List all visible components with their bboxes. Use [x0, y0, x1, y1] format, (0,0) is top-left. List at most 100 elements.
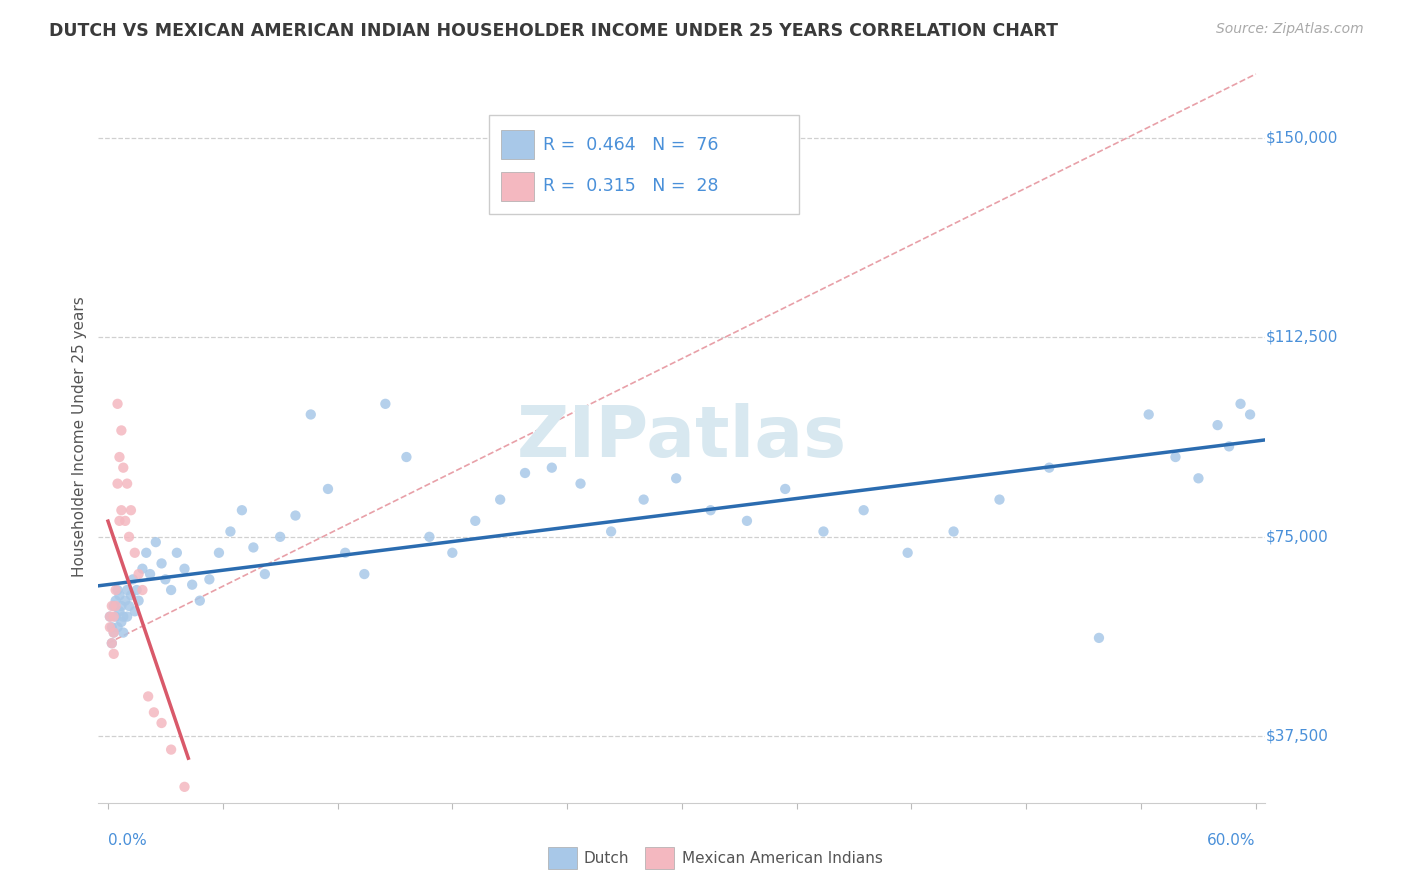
Point [1229, 397, 1251, 411]
Point [374, 397, 396, 411]
Point [120, 588, 142, 602]
Point [813, 524, 835, 539]
Point [142, 706, 165, 720]
Point [107, 620, 129, 634]
Point [181, 577, 204, 591]
Point [131, 582, 153, 597]
Text: 60.0%: 60.0% [1208, 833, 1256, 848]
Text: R =  0.315   N =  28: R = 0.315 N = 28 [543, 178, 718, 195]
Text: $37,500: $37,500 [1265, 729, 1329, 744]
Point [103, 609, 125, 624]
Point [131, 562, 153, 576]
Y-axis label: Householder Income Under 25 years: Householder Income Under 25 years [72, 297, 87, 577]
Point [665, 471, 688, 485]
Text: R =  0.464   N =  76: R = 0.464 N = 76 [543, 136, 718, 153]
Point [600, 524, 623, 539]
Point [852, 503, 875, 517]
Point [335, 546, 357, 560]
Point [125, 582, 148, 597]
Point [242, 541, 264, 555]
Point [118, 530, 141, 544]
Point [135, 546, 157, 560]
Point [120, 503, 142, 517]
Point [208, 546, 231, 560]
Point [145, 535, 167, 549]
Text: $75,000: $75,000 [1265, 529, 1329, 544]
Point [107, 476, 129, 491]
Point [353, 567, 375, 582]
Text: $150,000: $150,000 [1265, 130, 1337, 145]
Bar [644, 847, 673, 870]
Point [110, 424, 132, 438]
Point [464, 514, 486, 528]
Point [101, 620, 124, 634]
Point [103, 647, 125, 661]
Text: $112,500: $112,500 [1265, 330, 1337, 345]
Point [108, 450, 131, 464]
Point [108, 604, 131, 618]
Point [112, 625, 135, 640]
Point [284, 508, 307, 523]
Point [316, 482, 339, 496]
Bar [501, 171, 534, 201]
Point [219, 524, 242, 539]
Point [98, 620, 121, 634]
Point [103, 625, 125, 640]
Point [299, 408, 322, 422]
Point [128, 567, 150, 582]
Point [98, 609, 121, 624]
Point [173, 562, 195, 576]
Text: ZIPatlas: ZIPatlas [517, 402, 846, 472]
Point [107, 397, 129, 411]
Point [1164, 450, 1187, 464]
Point [160, 582, 183, 597]
Point [1218, 439, 1240, 453]
Point [115, 476, 138, 491]
Point [150, 716, 173, 731]
Point [98, 609, 121, 624]
Point [114, 593, 136, 607]
Point [418, 530, 440, 544]
Point [115, 582, 138, 597]
Point [1088, 631, 1111, 645]
Point [104, 582, 127, 597]
Point [128, 593, 150, 607]
Point [124, 546, 146, 560]
Point [114, 514, 136, 528]
Point [104, 609, 127, 624]
Point [104, 593, 127, 607]
Point [198, 573, 221, 587]
Point [1038, 460, 1060, 475]
Point [1239, 408, 1261, 422]
Point [395, 450, 418, 464]
Point [735, 514, 758, 528]
Point [160, 742, 183, 756]
Bar [501, 130, 534, 159]
Point [112, 609, 135, 624]
Point [253, 567, 276, 582]
Text: Dutch: Dutch [583, 851, 630, 866]
Point [489, 492, 512, 507]
Point [107, 582, 129, 597]
Point [166, 546, 188, 560]
Point [103, 599, 125, 613]
Point [188, 593, 211, 607]
Point [104, 599, 127, 613]
Point [231, 503, 253, 517]
Point [139, 567, 162, 582]
Point [269, 530, 291, 544]
Point [101, 636, 124, 650]
Text: DUTCH VS MEXICAN AMERICAN INDIAN HOUSEHOLDER INCOME UNDER 25 YEARS CORRELATION C: DUTCH VS MEXICAN AMERICAN INDIAN HOUSEHO… [49, 22, 1059, 40]
Point [112, 460, 135, 475]
Point [155, 573, 177, 587]
Point [173, 780, 195, 794]
Point [118, 599, 141, 613]
Point [101, 636, 124, 650]
Point [441, 546, 464, 560]
Point [540, 460, 562, 475]
Point [569, 476, 592, 491]
Bar [548, 847, 576, 870]
Point [108, 514, 131, 528]
Point [136, 690, 159, 704]
Point [101, 599, 124, 613]
